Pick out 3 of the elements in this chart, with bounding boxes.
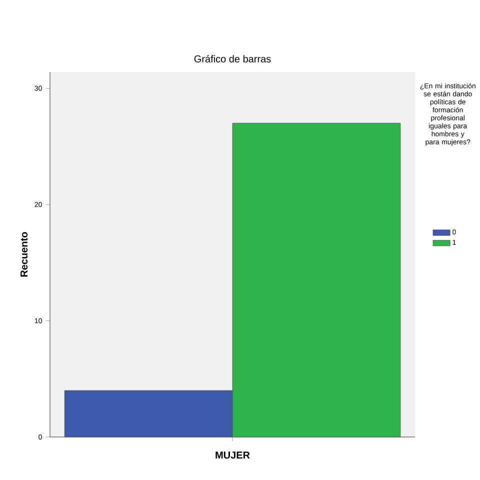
x-axis-title: MUJER xyxy=(216,452,250,459)
y-axis-title: Recuento xyxy=(20,232,28,277)
chart-title: Gráfico de barras xyxy=(194,54,271,62)
